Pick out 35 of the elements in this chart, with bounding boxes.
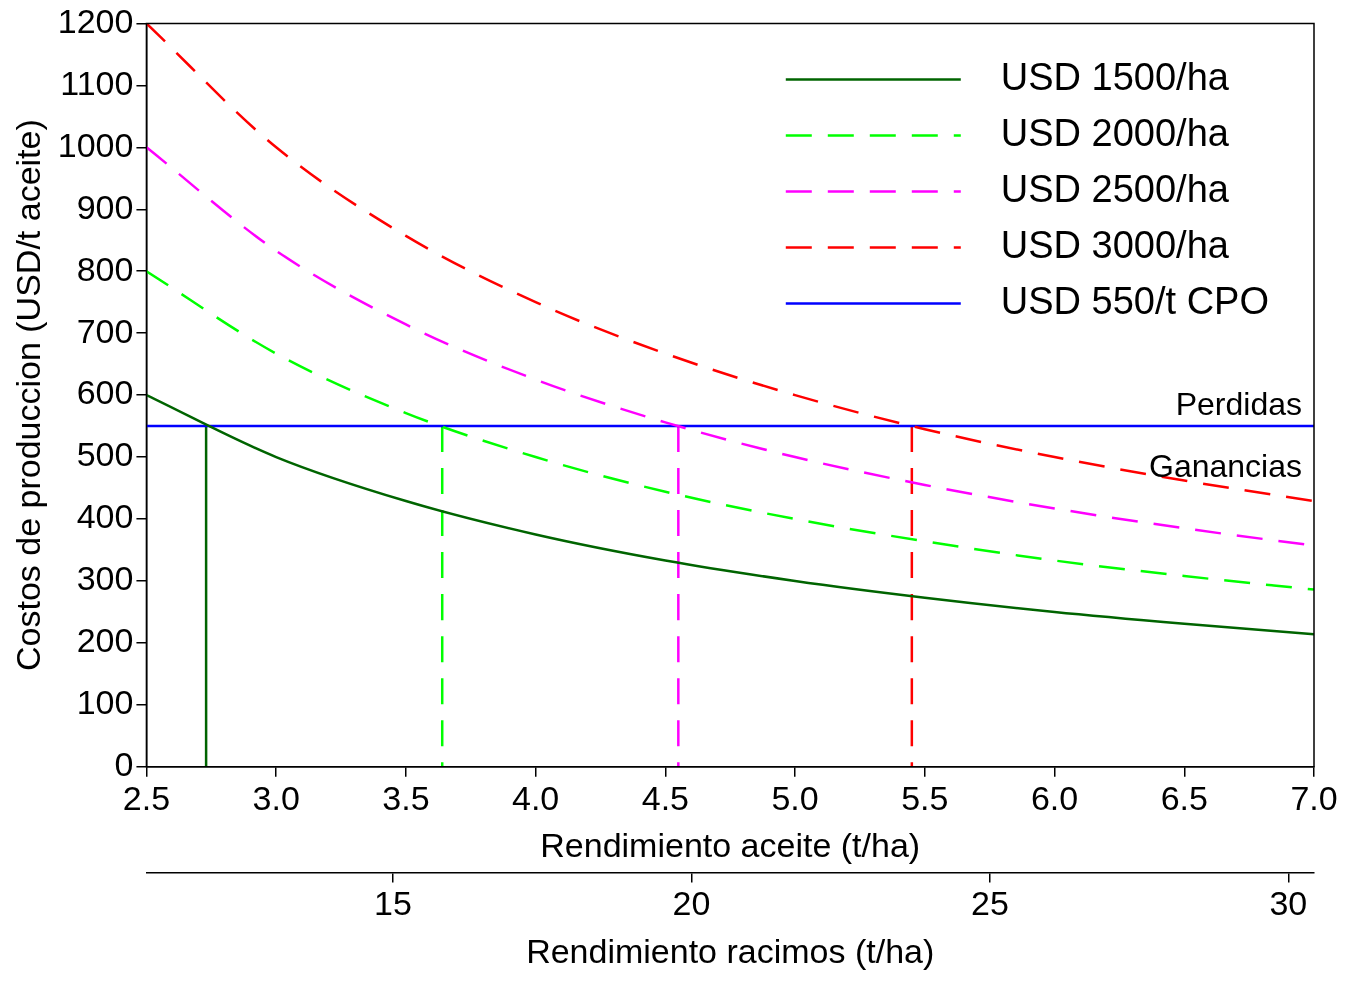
- x-tick-label: 6.5: [1160, 778, 1208, 817]
- annotation: Ganancias: [1149, 447, 1302, 484]
- y-tick-label: 700: [76, 311, 134, 350]
- y-tick-label: 500: [76, 435, 134, 474]
- legend-label: USD 2000/ha: [1000, 111, 1230, 154]
- x2-tick-label: 20: [672, 884, 711, 923]
- legend-label: USD 1500/ha: [1000, 55, 1230, 98]
- y-tick-label: 600: [76, 373, 134, 412]
- y-axis-title: Costos de produccion (USD/t aceite): [8, 119, 47, 672]
- x2-tick-label: 25: [970, 884, 1009, 923]
- x-tick-label: 7.0: [1290, 778, 1338, 817]
- y-tick-label: 1200: [57, 1, 134, 40]
- y-tick-label: 100: [76, 683, 134, 722]
- y-tick-label: 900: [76, 187, 134, 226]
- legend-label: USD 3000/ha: [1000, 223, 1230, 266]
- annotation: Perdidas: [1175, 386, 1302, 423]
- x2-tick-label: 30: [1269, 884, 1308, 923]
- x-tick-label: 4.5: [641, 778, 689, 817]
- y-tick-label: 300: [76, 559, 134, 598]
- x-tick-label: 3.5: [382, 778, 430, 817]
- x-axis-title: Rendimiento aceite (t/ha): [540, 826, 921, 865]
- x2-axis-title: Rendimiento racimos (t/ha): [526, 931, 935, 970]
- x-tick-label: 3.0: [252, 778, 300, 817]
- x-tick-label: 6.0: [1030, 778, 1079, 817]
- x-tick-label: 5.5: [901, 778, 949, 817]
- legend-label: USD 2500/ha: [1000, 167, 1230, 210]
- y-tick-label: 400: [76, 497, 134, 536]
- y-tick-label: 800: [76, 249, 134, 288]
- x-tick-label: 5.0: [771, 778, 819, 817]
- legend-label: USD 550/t CPO: [1000, 279, 1270, 322]
- y-tick-label: 1000: [57, 125, 134, 164]
- x-tick-label: 4.0: [511, 778, 560, 817]
- y-tick-label: 200: [76, 621, 134, 660]
- x2-tick-label: 15: [374, 884, 412, 923]
- y-tick-label: 1100: [60, 63, 134, 102]
